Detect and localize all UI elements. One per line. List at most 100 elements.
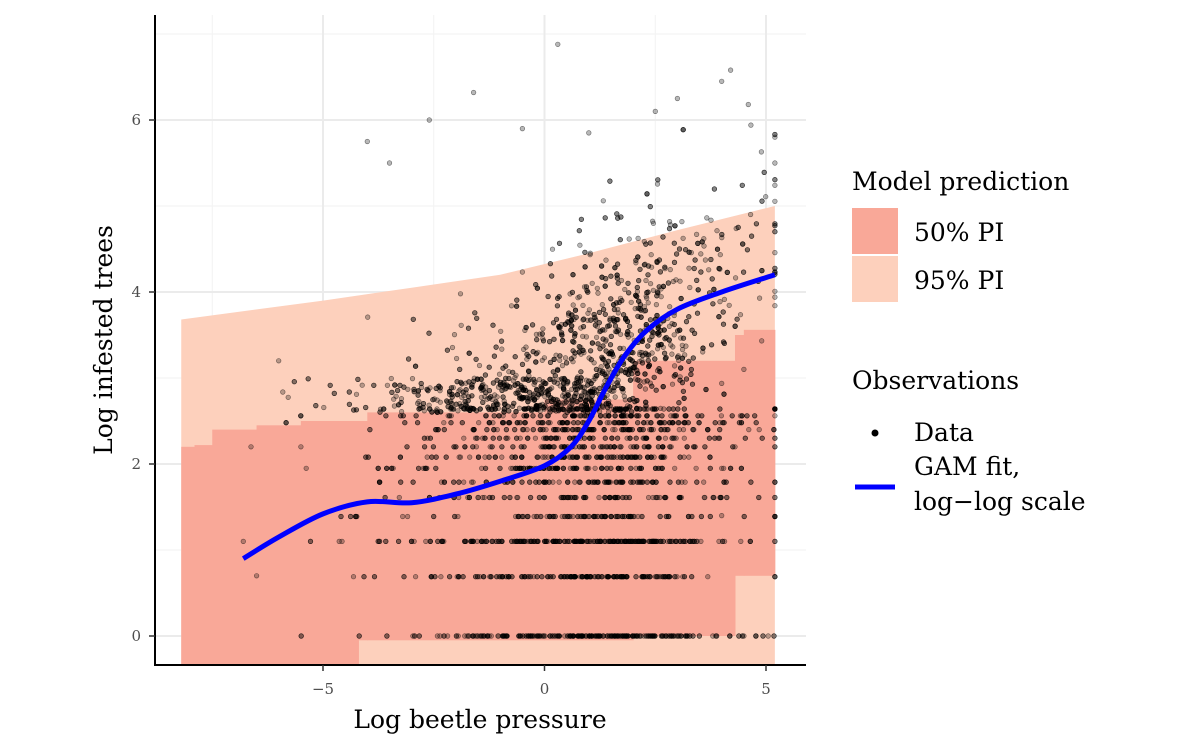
data-point — [659, 413, 665, 419]
data-point — [742, 435, 748, 441]
data-point — [424, 386, 430, 393]
data-point — [580, 317, 586, 323]
data-point — [603, 257, 609, 263]
data-point — [542, 633, 548, 639]
data-point — [672, 223, 678, 229]
data-point — [702, 257, 709, 263]
y-tick-label: 2 — [131, 455, 141, 473]
data-point — [427, 538, 433, 545]
data-point — [657, 405, 664, 411]
legend: Model prediction 50% PI 95% PI Observati… — [852, 167, 1086, 516]
data-point — [639, 360, 646, 366]
data-point — [534, 285, 541, 291]
data-point — [400, 513, 406, 520]
data-point — [588, 398, 594, 404]
data-point — [411, 538, 417, 545]
data-point — [547, 386, 553, 392]
data-point — [712, 420, 718, 426]
data-point — [510, 369, 516, 375]
data-point — [402, 420, 408, 426]
data-point — [434, 633, 441, 639]
data-point — [474, 376, 481, 382]
data-point — [283, 420, 289, 426]
data-point — [724, 494, 730, 501]
data-point — [506, 369, 512, 375]
data-point — [634, 284, 640, 291]
data-point — [567, 494, 573, 501]
data-point — [638, 538, 644, 545]
data-point — [537, 633, 543, 639]
legend-key-pi95 — [852, 256, 898, 302]
data-point — [531, 538, 537, 545]
data-point — [705, 574, 711, 580]
data-point — [635, 420, 641, 426]
data-point — [500, 633, 506, 639]
data-point — [555, 41, 561, 47]
data-point — [606, 413, 612, 419]
data-point — [737, 312, 744, 318]
data-point — [619, 513, 626, 520]
data-point — [553, 435, 560, 441]
data-point — [327, 382, 333, 388]
data-point — [717, 299, 723, 305]
data-point — [681, 574, 688, 580]
data-point — [410, 633, 416, 639]
data-point — [694, 479, 700, 485]
y-tick-label: 4 — [131, 283, 141, 301]
data-point — [616, 465, 622, 471]
data-point — [476, 362, 483, 369]
data-point — [421, 435, 428, 441]
data-point — [598, 263, 605, 269]
data-point — [710, 494, 716, 501]
data-point — [753, 633, 759, 639]
data-point — [512, 454, 518, 460]
data-point — [469, 393, 475, 399]
data-point — [487, 574, 493, 580]
data-point — [602, 513, 608, 520]
data-point — [680, 127, 686, 133]
data-point — [717, 427, 723, 433]
data-point — [420, 401, 427, 407]
data-point — [393, 393, 399, 399]
data-point — [636, 479, 643, 485]
data-point — [291, 379, 297, 385]
data-point — [521, 406, 527, 412]
data-point — [536, 377, 543, 383]
data-point — [616, 513, 622, 520]
data-point — [666, 406, 672, 412]
data-point — [240, 538, 246, 545]
data-point — [637, 427, 643, 433]
data-point — [667, 444, 673, 450]
data-point — [396, 402, 402, 408]
data-point — [583, 334, 590, 340]
data-point — [550, 513, 556, 520]
data-point — [678, 633, 684, 639]
data-point — [689, 381, 696, 387]
data-point — [620, 479, 626, 485]
data-point — [612, 323, 619, 329]
data-point — [506, 574, 512, 580]
data-point — [772, 160, 778, 166]
data-point — [738, 538, 744, 545]
data-point — [471, 427, 477, 433]
data-point — [694, 277, 700, 284]
data-point — [416, 465, 422, 471]
data-point — [698, 251, 704, 257]
data-point — [711, 186, 718, 192]
data-point — [390, 465, 396, 471]
data-point — [570, 427, 576, 433]
data-point — [445, 413, 451, 419]
data-point — [614, 272, 620, 278]
data-point — [533, 479, 539, 485]
data-point — [689, 574, 695, 580]
data-point — [556, 240, 563, 246]
data-point — [647, 337, 653, 343]
data-point — [772, 494, 778, 501]
data-point — [657, 369, 663, 375]
data-point — [584, 538, 590, 545]
data-point — [519, 454, 525, 460]
data-point — [655, 444, 662, 450]
data-point — [619, 413, 625, 419]
data-point — [527, 633, 534, 639]
data-point — [490, 322, 496, 328]
